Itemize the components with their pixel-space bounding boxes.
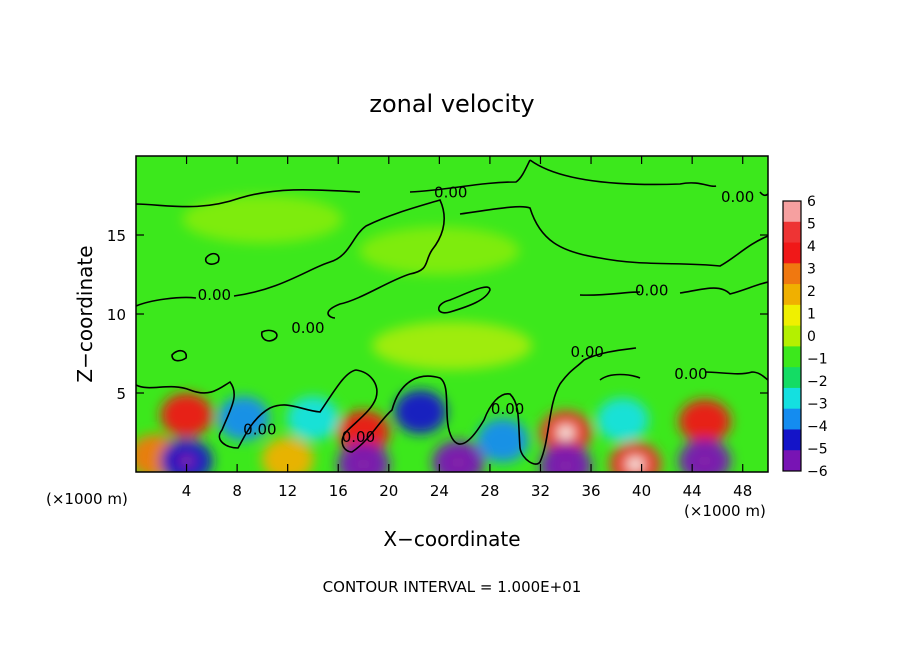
x-tick-label: 40 [632,482,651,500]
contour-label: 0.00 [635,281,668,299]
field-feature [261,437,314,472]
colorbar-swatch [783,263,801,285]
field-feature-core [557,426,574,439]
field-feature [337,410,390,455]
colorbar-tick-label: −3 [807,397,828,413]
y-tick-label: 10 [107,306,126,324]
field-feature [432,440,485,472]
field-feature-core [696,454,713,467]
field-feature [609,442,662,472]
x-tick-label: 28 [480,482,499,500]
contour-label: 0.00 [571,343,604,361]
colorbar-frame [782,200,802,472]
x-tick-label: 12 [278,482,297,500]
x-tick-label: 8 [232,482,242,500]
x-unit-right: (×1000 m) [684,502,766,520]
colorbar-swatch [783,429,801,451]
x-unit-left: (×1000 m) [46,490,128,508]
y-tick-label: 15 [107,227,126,245]
contour-label: 0.00 [721,188,754,206]
x-tick-label: 4 [182,482,192,500]
field-feature [596,397,649,442]
y-axis-label: Z−coordinate [73,245,97,382]
colorbar-swatch [783,408,801,430]
field-feature [286,396,339,441]
colorbar-tick-label: −6 [807,464,828,480]
x-tick-label: 32 [531,482,550,500]
contour-label: 0.00 [434,183,467,201]
x-tick-label: 44 [683,482,702,500]
x-tick-label: 16 [329,482,348,500]
colorbar-tick-label: 6 [807,194,816,210]
contour-line-upper-tongue [459,205,768,267]
x-axis: 4 8 12 16 20 24 28 32 36 40 44 48 [182,156,752,500]
colorbar-swatch [783,325,801,347]
contour-label: 0.00 [342,428,375,446]
field-feature [160,393,213,438]
x-axis-label: X−coordinate [383,527,520,551]
contour-line-right-mid [579,281,768,296]
colorbar-tick-label: 1 [807,307,816,323]
colorbar: 6 5 4 3 2 1 0 −1 −2 −3 −4 −5 −6 [782,194,828,480]
contour-lines [136,159,768,465]
velocity-field [136,195,731,472]
field-feature-core [178,454,195,467]
colorbar-swatch [783,450,801,472]
y-tick-label: 5 [116,385,126,403]
field-feature-core [627,458,644,471]
contour-label: 0.00 [243,420,276,438]
colorbar-tick-label: 2 [807,284,816,300]
contour-label: 0.00 [491,400,524,418]
x-tick-label: 36 [581,482,600,500]
x-tick-label: 20 [379,482,398,500]
x-tick-label: 48 [733,482,752,500]
field-feature [394,389,447,434]
x-tick-label: 24 [430,482,449,500]
field-feature [476,418,529,463]
y-axis: 5 10 15 [107,227,768,403]
contour-line-loop [437,286,491,314]
colorbar-tick-label: −5 [807,442,828,458]
contour-line-top [136,159,768,208]
field-feature-core [355,458,372,471]
plot-area [136,156,768,472]
contour-line-lower-right [599,371,768,381]
field-feature-core [557,459,574,472]
contour-interval-note: CONTOUR INTERVAL = 1.000E+01 [323,578,582,596]
colorbar-tick-label: −2 [807,374,828,390]
colorbar-tick-label: −1 [807,352,828,368]
contour-labels: 0.00 0.00 0.00 0.00 0.00 0.00 0.00 0.00 0.00 0.00 [198,183,755,446]
field-feature [359,226,520,275]
field-feature [182,195,343,244]
colorbar-swatch [783,221,801,244]
field-feature [337,442,390,472]
contour-label: 0.00 [674,365,707,383]
colorbar-tick-label: 5 [807,217,816,233]
contour-line-small-left [171,252,278,362]
colorbar-swatch [783,284,801,306]
contour-line-mid [136,199,445,319]
colorbar-swatch [783,346,801,368]
contour-label: 0.00 [198,286,231,304]
field-feature [372,321,532,370]
field-feature [217,396,270,441]
contour-label: 0.00 [291,319,324,337]
field-feature [678,399,731,444]
colorbar-swatch [783,304,801,327]
colorbar-tick-label: 0 [807,329,816,345]
colorbar-tick-label: 3 [807,262,816,278]
colorbar-swatch [783,367,801,389]
field-feature [539,443,592,472]
chart-title: zonal velocity [369,90,534,118]
colorbar-tick-label: −4 [807,419,828,435]
colorbar-tick-label: 4 [807,239,816,255]
colorbar-swatch [783,387,801,410]
colorbar-swatch [783,201,801,223]
contour-line-lower-wave [136,347,637,465]
colorbar-swatch [783,242,801,264]
field-feature-core [450,456,467,469]
